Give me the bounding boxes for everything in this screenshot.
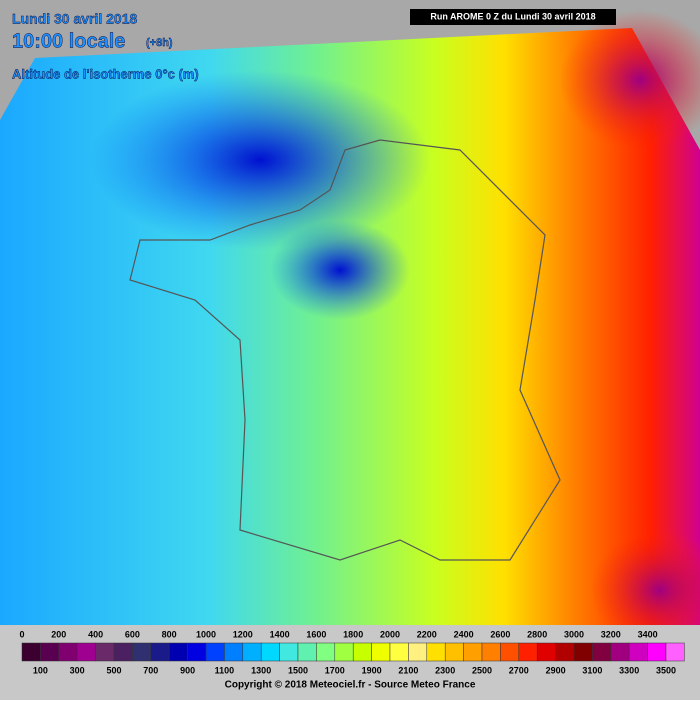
legend-swatch [481,642,501,662]
legend-swatch [168,642,188,662]
legend-label: 400 [88,629,103,639]
legend-label: 900 [180,665,195,675]
legend-swatch [224,642,244,662]
legend-swatch [113,642,133,662]
warm-area [590,530,700,650]
warm-area [560,10,700,150]
legend-label: 1700 [325,665,345,675]
legend-swatch [205,642,225,662]
date: Lundi 30 avril 2018 [12,11,137,27]
variable: Altitude de l'isotherme 0°c (m) [12,66,199,81]
legend-swatch [389,642,409,662]
legend-swatch [21,642,41,662]
legend-swatch [426,642,446,662]
legend-label: 1500 [288,665,308,675]
lead-time: (+8h) [146,37,173,49]
cold-area [90,70,430,250]
legend-panel [0,625,700,700]
legend-swatch [334,642,354,662]
legend-swatch [40,642,60,662]
legend-swatch [297,642,317,662]
legend-label: 1600 [306,629,326,639]
legend-label: 1900 [362,665,382,675]
legend-swatch [76,642,96,662]
legend-label: 2500 [472,665,492,675]
legend-label: 1200 [233,629,253,639]
legend-swatch [463,642,483,662]
legend-label: 3100 [582,665,602,675]
legend-label: 700 [143,665,158,675]
legend-swatch [187,642,207,662]
legend-swatch [279,642,299,662]
copyright: Copyright © 2018 Meteociel.fr - Source M… [225,680,476,691]
legend-swatch [647,642,667,662]
legend-label: 3300 [619,665,639,675]
legend-label: 1000 [196,629,216,639]
time: 10:00 locale [12,30,125,52]
legend-swatch [500,642,520,662]
legend-label: 1100 [215,665,235,675]
country-outline [129,139,561,561]
legend-label: 2800 [527,629,547,639]
legend-swatch [573,642,593,662]
legend-label: 3400 [638,629,658,639]
legend-swatch [518,642,538,662]
legend-label: 800 [162,629,177,639]
legend-label: 2700 [509,665,529,675]
cold-area [270,220,410,320]
legend-label: 300 [70,665,85,675]
legend: 0 200 400 600 800 1000 1200 1400 1600 1800 2000 220… [19,629,685,675]
legend-swatch [610,642,630,662]
legend-label: 2600 [490,629,510,639]
legend-label: 100 [33,665,48,675]
legend-swatch [242,642,262,662]
legend-label: 3500 [656,665,676,675]
legend-label: 500 [106,665,121,675]
legend-label: 2200 [417,629,437,639]
legend-swatch [150,642,170,662]
legend-swatch [628,642,648,662]
legend-label: 2900 [546,665,566,675]
legend-label: 0 [19,629,24,639]
legend-swatch [408,642,428,662]
legend-label: 3200 [601,629,621,639]
legend-swatch [592,642,612,662]
legend-label: 2400 [454,629,474,639]
legend-swatch [260,642,280,662]
legend-swatch [555,642,575,662]
legend-swatch [665,642,685,662]
legend-label: 2000 [380,629,400,639]
legend-swatch [536,642,556,662]
run-info: Run AROME 0 Z du Lundi 30 avril 2018 [430,11,595,21]
legend-label: 1300 [251,665,271,675]
legend-label: 600 [125,629,140,639]
legend-swatch [58,642,78,662]
run-box [410,9,616,25]
legend-swatch [352,642,372,662]
legend-swatch [444,642,464,662]
legend-label: 200 [51,629,66,639]
legend-swatch [316,642,336,662]
legend-label: 1800 [343,629,363,639]
legend-swatch [95,642,115,662]
legend-label: 1400 [270,629,290,639]
legend-label: 2300 [435,665,455,675]
legend-label: 3000 [564,629,584,639]
legend-label: 2100 [398,665,418,675]
legend-swatch [132,642,152,662]
legend-swatch [371,642,391,662]
